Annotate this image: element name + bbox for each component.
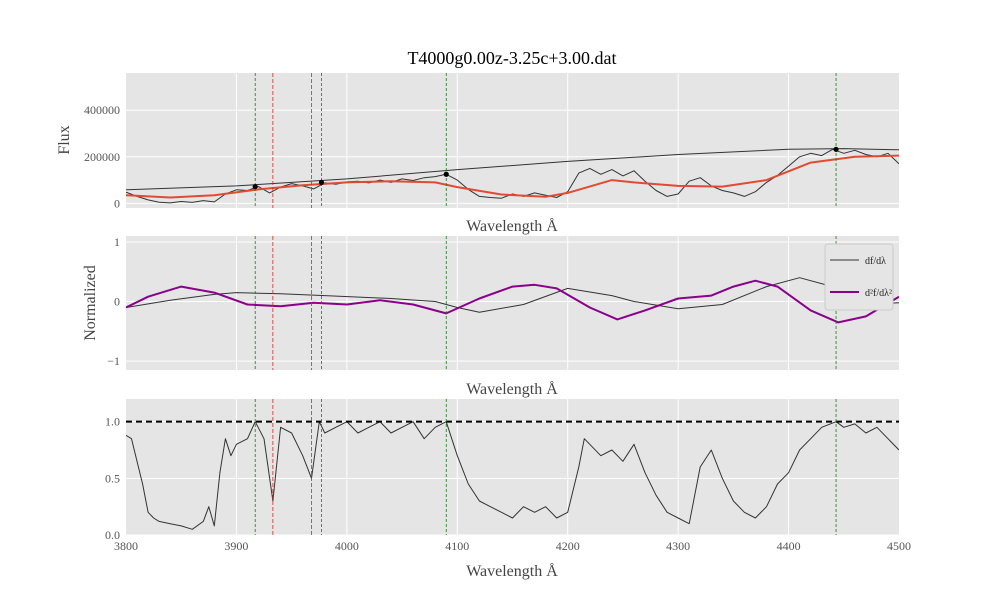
y-tick-label: 400000	[84, 103, 120, 117]
y-tick-label: 200000	[84, 150, 120, 164]
y-tick-label: 0.0	[105, 528, 120, 542]
flux-panel: 0 200000 400000	[84, 73, 899, 210]
x-tick-label: 4400	[777, 539, 801, 553]
series-line-normalized	[126, 421, 899, 530]
y-tick-label: 0.5	[105, 471, 120, 485]
derivative-panel: −1 0 1 df/dλ d²f/dλ²	[107, 235, 899, 370]
chart-title: T4000g0.00z-3.25c+3.00.dat	[407, 48, 616, 68]
normalized-panel: 0.0 0.5 1.0 3800 3900 4000 4100 4200 4300 4400 450…	[105, 399, 911, 553]
peak-marker	[833, 146, 839, 152]
peak-marker	[252, 183, 258, 190]
y-tick-label: 1	[114, 235, 120, 249]
y-tick-label: 0	[114, 295, 120, 309]
x-tick-label: 3800	[114, 539, 138, 553]
y-axis-label-flux: Flux	[56, 125, 73, 154]
x-axis-label-middle: Wavelength Å	[466, 380, 558, 398]
plot-background	[126, 73, 899, 208]
x-tick-label: 3900	[224, 539, 248, 553]
x-tick-label: 4500	[887, 539, 911, 553]
legend-label: d²f/dλ²	[865, 288, 892, 299]
legend-box	[824, 243, 894, 311]
plot-background	[126, 399, 899, 535]
x-tick-label: 4200	[556, 539, 580, 553]
series-line-d-f-d-	[126, 279, 899, 324]
plot-area	[126, 399, 899, 535]
peak-marker	[318, 179, 325, 185]
x-axis-label-top: Wavelength Å	[466, 217, 558, 235]
x-tick-label: 4100	[445, 539, 469, 553]
y-tick-label: −1	[107, 354, 120, 368]
plot-area	[126, 73, 899, 208]
x-axis-label-bottom: Wavelength Å	[466, 562, 558, 580]
series-line-df-d-	[126, 277, 899, 313]
y-axis-label-normalized: Normalized	[82, 265, 99, 341]
x-tick-label: 4000	[335, 539, 359, 553]
y-tick-label: 1.0	[105, 415, 120, 429]
y-tick-label: 0	[114, 196, 120, 210]
legend-label: df/dλ	[865, 256, 886, 267]
x-tick-label: 4300	[666, 539, 690, 553]
series-line-smoothed	[126, 154, 899, 199]
peak-marker	[443, 171, 449, 177]
